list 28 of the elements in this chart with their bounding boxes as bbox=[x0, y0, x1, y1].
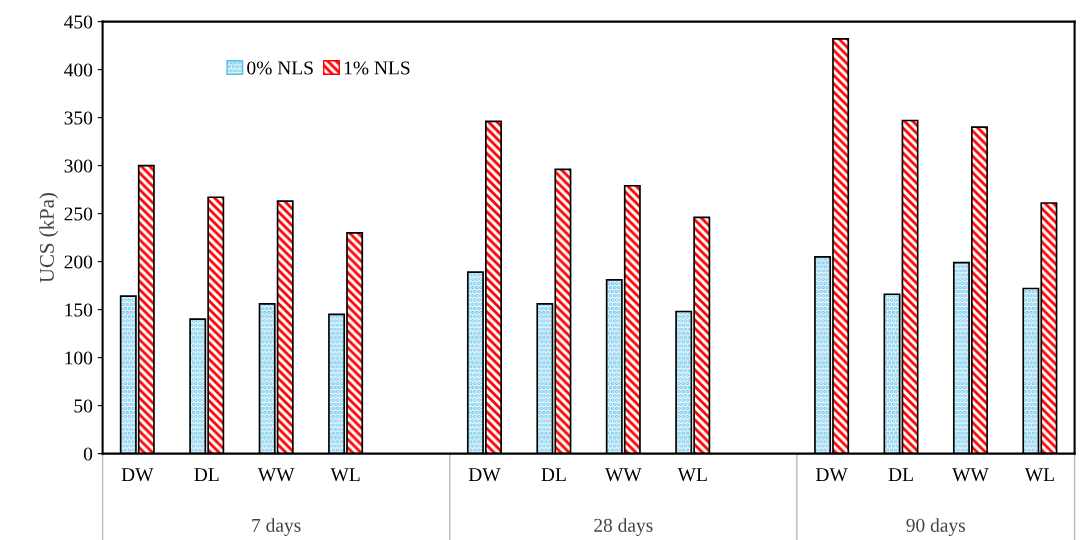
legend-label: 1% NLS bbox=[344, 61, 410, 75]
y-tick-label: 450 bbox=[64, 15, 93, 29]
x-tick-label: DW bbox=[468, 468, 501, 482]
y-tick-label: 400 bbox=[64, 63, 93, 77]
y-tick-label: 100 bbox=[65, 351, 93, 365]
y-tick-label: 300 bbox=[64, 159, 93, 173]
x-tick-label: WW bbox=[257, 468, 295, 482]
y-tick-label: 200 bbox=[64, 255, 93, 269]
y-axis-title: UCS (kPa) bbox=[39, 193, 59, 283]
x-tick-label: WL bbox=[677, 468, 707, 482]
y-tick-label: 0 bbox=[83, 447, 93, 461]
x-tick-label: DW bbox=[815, 468, 848, 482]
text: 7 days bbox=[252, 518, 301, 536]
x-tick-label: DW bbox=[121, 468, 154, 482]
y-tick-label: 350 bbox=[64, 111, 93, 125]
y-tick-label: 50 bbox=[74, 399, 93, 413]
y-tick-label: 150 bbox=[65, 303, 93, 317]
x-tick-label: WW bbox=[604, 468, 642, 482]
x-tick-label: WW bbox=[952, 468, 989, 482]
x-tick-label: DL bbox=[541, 468, 566, 482]
x-tick-label: DL bbox=[194, 468, 219, 482]
text: 90 days bbox=[906, 518, 966, 536]
x-tick-label: WL bbox=[1024, 468, 1054, 482]
text: 28 days bbox=[594, 518, 653, 536]
x-tick-label: DL bbox=[888, 468, 913, 482]
legend-label: 0% NLS bbox=[247, 61, 313, 75]
x-tick-label: WL bbox=[330, 468, 360, 482]
y-tick-label: 250 bbox=[64, 207, 93, 221]
